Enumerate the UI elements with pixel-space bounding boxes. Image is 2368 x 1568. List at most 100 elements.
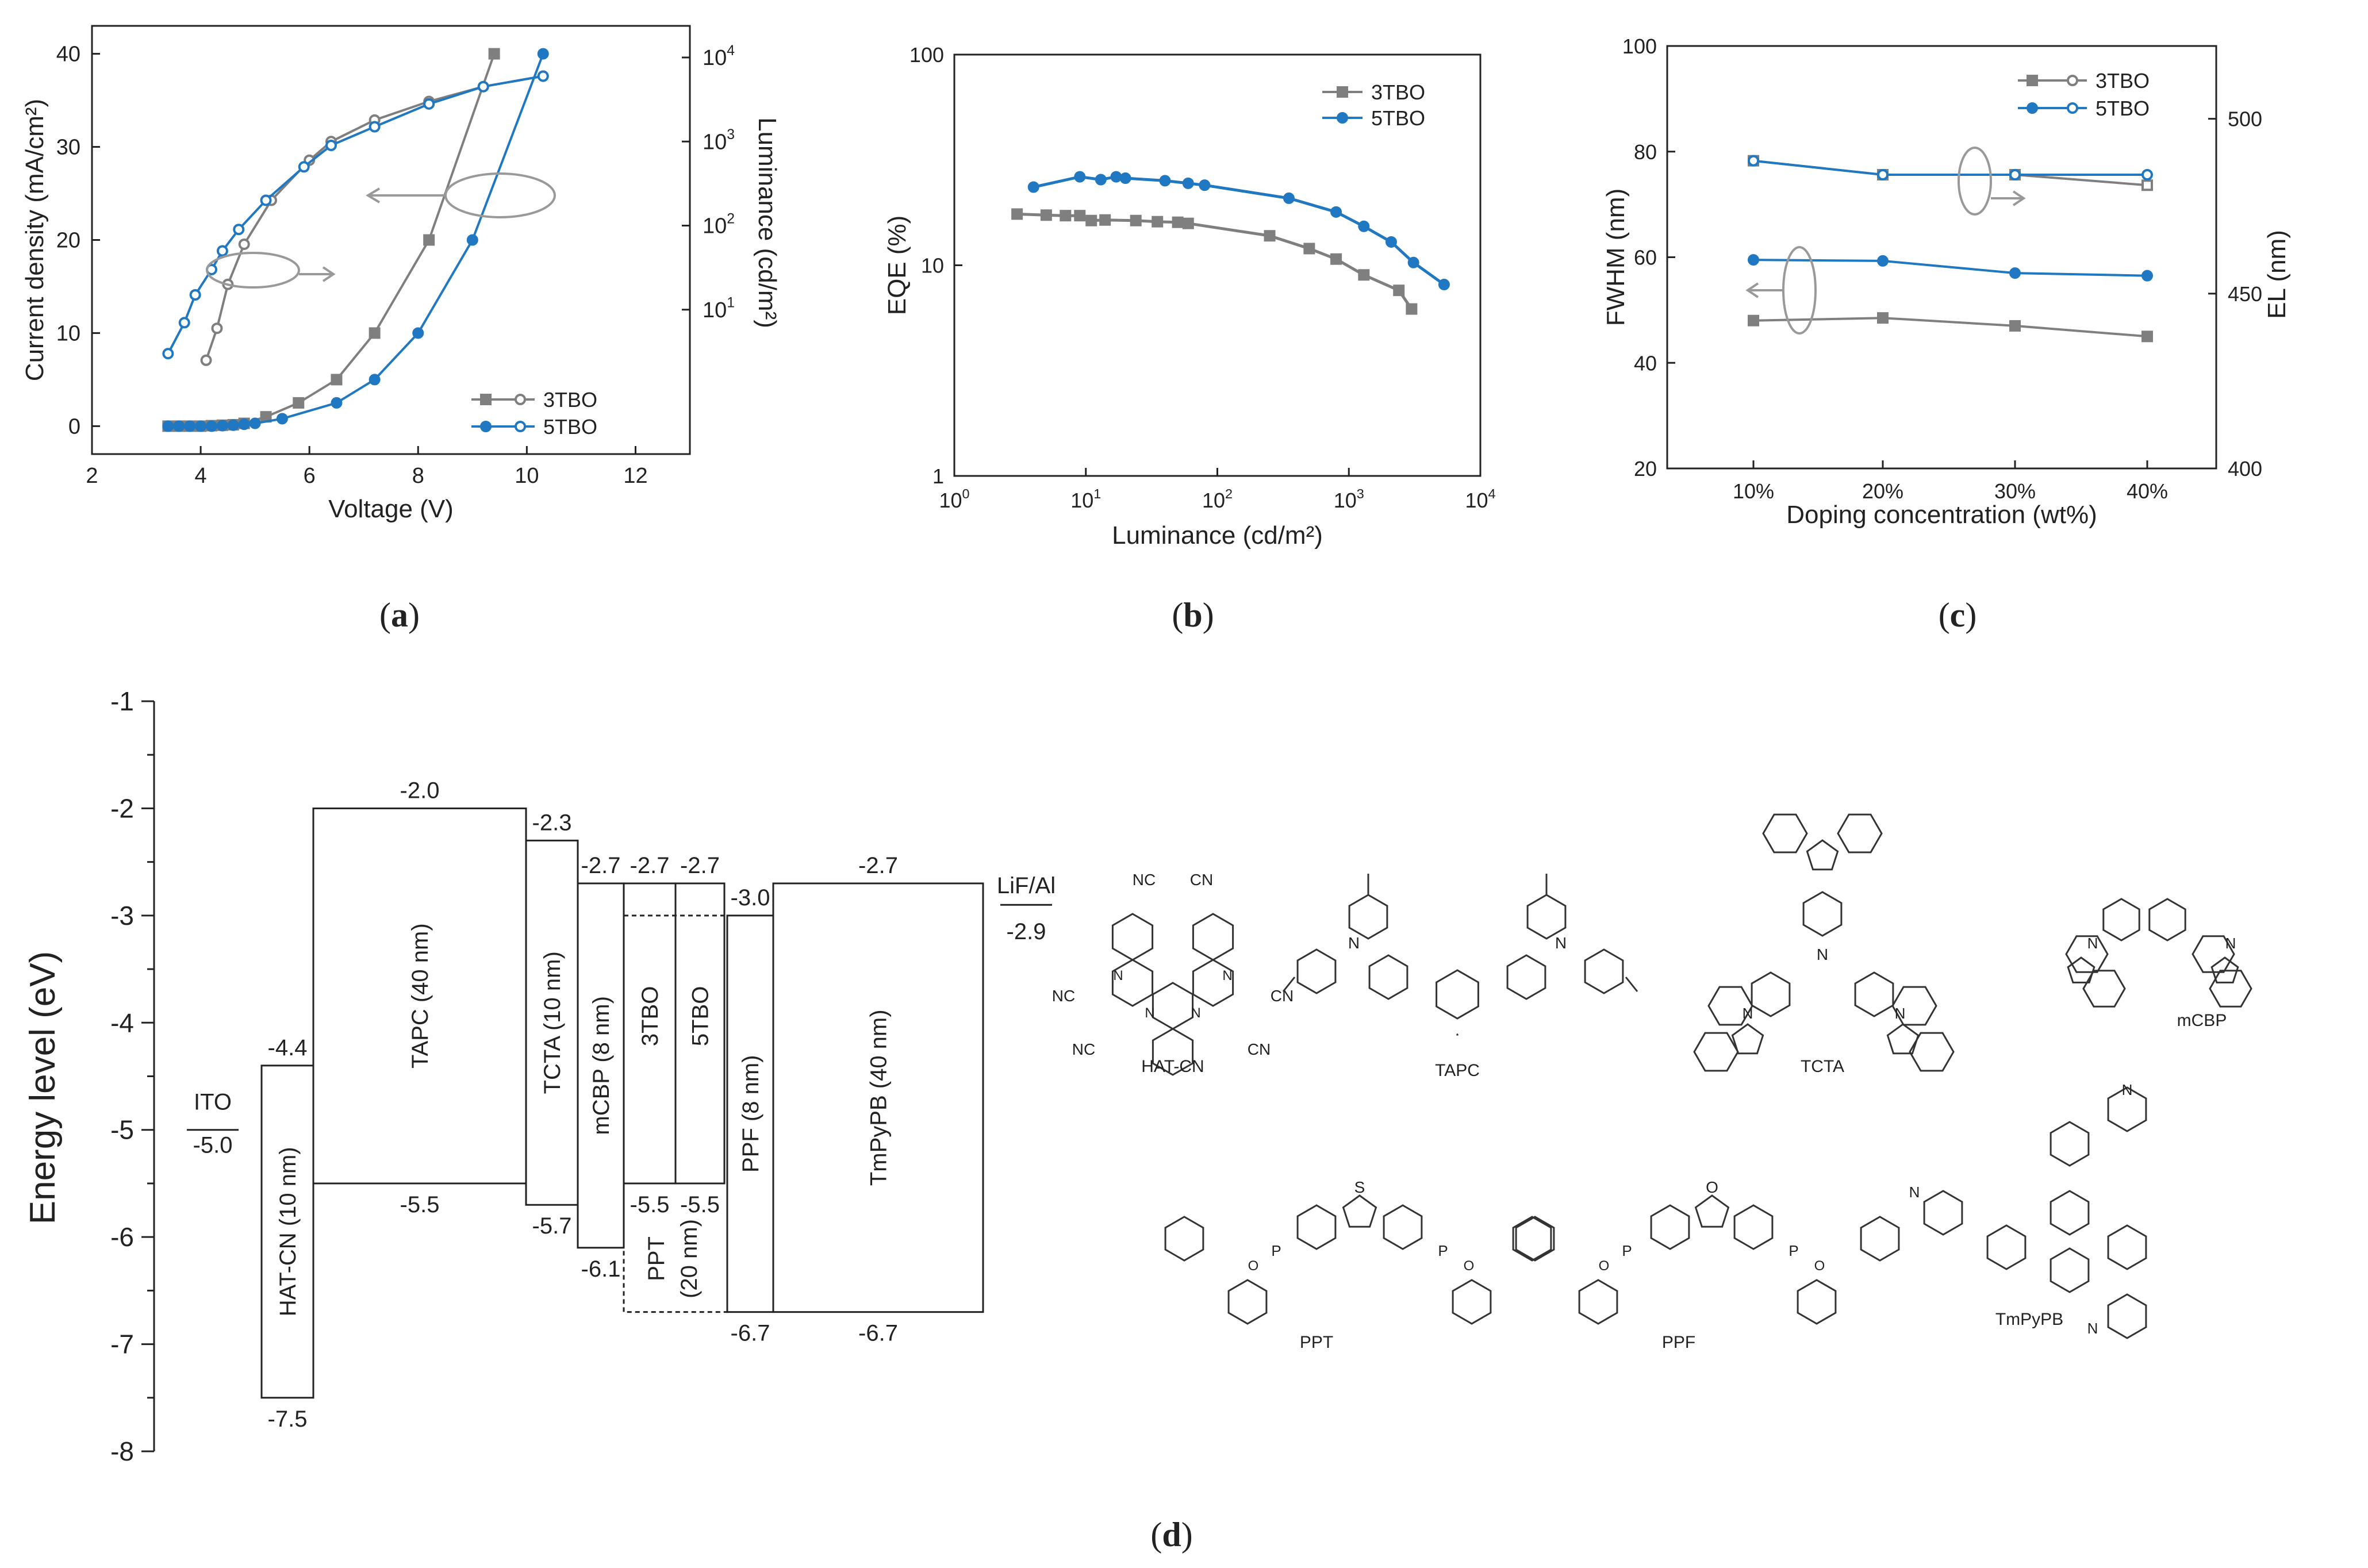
x-tick-label: 10% <box>1733 479 1774 503</box>
five-ring <box>1886 1023 1920 1055</box>
benzene-ring <box>2148 898 2186 941</box>
y-right-axis-label: Luminance (cd/m²) <box>753 117 781 328</box>
homo-value: -6.1 <box>581 1256 621 1282</box>
benzene-ring <box>2082 970 2126 1008</box>
benzene-ring <box>2107 1086 2147 1132</box>
homo-value: -6.7 <box>731 1321 770 1346</box>
bond <box>1282 977 1296 992</box>
data-point <box>173 420 185 432</box>
atom-label: N <box>2225 935 2236 952</box>
y-tick-label: -4 <box>110 1008 134 1037</box>
x-tick-label: 40% <box>2127 479 2168 503</box>
y-right-tick-label: 104 <box>703 43 735 70</box>
x-axis-label: Voltage (V) <box>328 495 454 523</box>
molecule-name: TAPC <box>1435 1061 1480 1080</box>
y-tick-label: 40 <box>56 43 80 67</box>
layer-name: TAPC (40 nm) <box>408 923 433 1069</box>
x-tick-label: 4 <box>195 464 207 488</box>
arrow-left-icon <box>366 187 446 203</box>
data-point <box>466 234 478 246</box>
benzene-ring <box>1584 948 1624 994</box>
molecule-name: HAT-CN <box>1141 1057 1204 1076</box>
data-point <box>1027 181 1039 193</box>
y-tick-label: 10 <box>921 254 944 278</box>
data-point <box>1283 192 1295 204</box>
molecule-name: TmPyPB <box>1995 1310 2063 1329</box>
panel-a-chart: 2 4 6 8 10 12 0 10 20 30 40 101 102 103 104 Voltage (V)… <box>21 25 781 634</box>
data-point <box>276 413 288 425</box>
ppt-name: PPT <box>644 1236 669 1281</box>
data-point <box>1877 255 1889 267</box>
five-ring <box>2067 956 2095 983</box>
data-point <box>162 420 174 432</box>
benzene-ring <box>2192 935 2235 973</box>
data-point <box>1330 206 1342 218</box>
benzene-ring <box>1802 891 1843 937</box>
data-point <box>1407 256 1419 268</box>
data-point <box>178 317 190 329</box>
data-point <box>412 327 424 339</box>
y-axis-label: Energy level (eV) <box>23 951 63 1225</box>
benzene-ring <box>1707 986 1753 1026</box>
benzene-ring <box>1111 913 1154 961</box>
y-tick-label: -2 <box>110 793 134 823</box>
data-point <box>1406 303 1418 315</box>
y-tick-label: 30 <box>56 136 80 160</box>
energy-layer-box <box>260 1064 314 1399</box>
data-point <box>249 417 261 429</box>
data-point <box>211 322 223 335</box>
x-tick-label: 101 <box>1070 486 1101 512</box>
layer-name: mCBP (8 nm) <box>589 996 614 1135</box>
layer-name: HAT-CN (10 nm) <box>275 1147 301 1316</box>
homo-value: -5.5 <box>680 1192 720 1217</box>
legend-marker <box>515 394 526 405</box>
energy-layer-box <box>674 882 726 1185</box>
data-point <box>1877 312 1889 324</box>
data-point <box>1748 314 1759 326</box>
data-point <box>1130 214 1142 226</box>
atom-label: P <box>1789 1242 1798 1259</box>
y-right-tick-label: 400 <box>2228 457 2262 481</box>
legend-marker <box>2027 75 2038 86</box>
legend-label: 5TBO <box>1371 106 1425 130</box>
lumo-value: -2.7 <box>858 853 898 878</box>
data-point <box>1358 269 1370 281</box>
data-point <box>1074 210 1086 222</box>
y-tick-label: -5 <box>110 1115 134 1145</box>
atom-label: N <box>2122 1081 2133 1098</box>
y-right-tick-label: 103 <box>703 127 735 154</box>
data-point <box>227 419 239 431</box>
homo-value: -5.7 <box>532 1213 572 1239</box>
data-point <box>1438 279 1450 291</box>
benzene-ring <box>2050 1190 2090 1236</box>
legend-marker <box>2067 75 2078 86</box>
data-point <box>537 48 549 60</box>
y-tick-label: -3 <box>110 901 134 931</box>
legend-label: 3TBO <box>1371 80 1425 104</box>
benzene-ring <box>1512 1216 1552 1262</box>
benzene-ring <box>1986 1224 2027 1270</box>
legend-marker <box>2067 102 2078 114</box>
x-tick-label: 8 <box>412 464 424 488</box>
y-tick-label: 0 <box>68 414 80 439</box>
benzene-ring <box>1227 1279 1268 1325</box>
benzene-ring <box>1837 813 1883 854</box>
lumo-value: -2.7 <box>630 853 670 878</box>
benzene-ring <box>1578 1279 1618 1325</box>
series-line <box>167 75 544 355</box>
data-point <box>1099 214 1111 226</box>
homo-value: -5.5 <box>630 1192 670 1217</box>
x-tick-label: 100 <box>939 486 969 512</box>
atom-label: CN <box>1248 1040 1271 1058</box>
benzene-ring <box>2107 1293 2147 1339</box>
series-line <box>1017 212 1413 310</box>
data-point <box>238 418 250 431</box>
benzene-ring <box>1348 894 1388 940</box>
data-point <box>1393 285 1405 297</box>
atom-label: P <box>1438 1242 1448 1259</box>
benzene-ring <box>2102 898 2140 941</box>
x-tick-label: 104 <box>1465 486 1495 512</box>
layer-name: 5TBO <box>688 986 713 1046</box>
benzene-ring <box>1693 1032 1739 1072</box>
